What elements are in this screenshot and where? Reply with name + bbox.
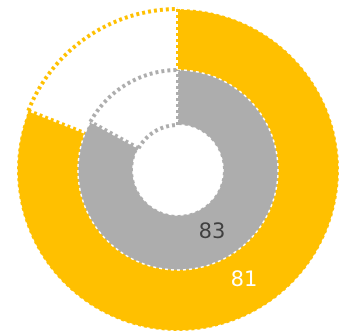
- inner-ring-series: [77, 68, 279, 271]
- inner-value-sector: [77, 69, 279, 271]
- outer-ring-series: [16, 7, 340, 332]
- inner-remainder-outer-edge: [88, 68, 179, 123]
- outer-remainder-outer-edge: [26, 7, 179, 112]
- outer-value-label: 81: [231, 267, 258, 291]
- inner-value-label: 83: [199, 219, 226, 243]
- inner-remainder-inner-edge: [136, 123, 179, 150]
- outer-remainder-sector: [28, 9, 179, 137]
